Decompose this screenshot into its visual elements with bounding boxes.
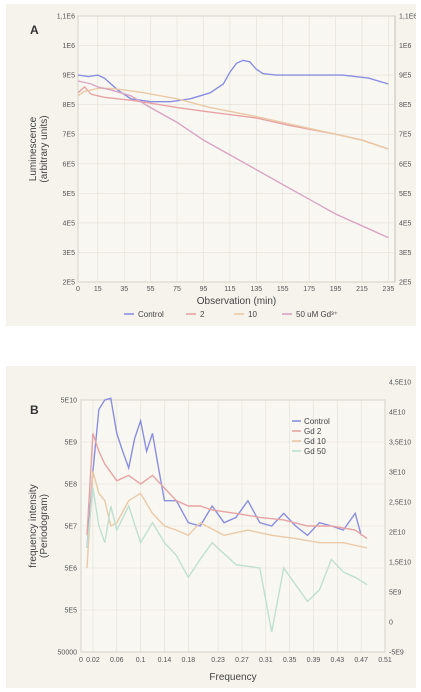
y-tick-label: 5E9 (65, 440, 78, 447)
y-right-tick-label: 1,5E10 (389, 560, 411, 567)
y-right-tick-label: 1,1E6 (399, 14, 416, 21)
y-axis-label: Luminescence (28, 116, 39, 181)
x-tick-label: 155 (277, 286, 289, 293)
x-tick-label: 0 (79, 657, 83, 664)
x-tick-label: 95 (200, 286, 208, 293)
y-right-tick-label: 4E10 (389, 410, 405, 417)
y-right-tick-label: 2E10 (389, 530, 405, 537)
x-tick-label: 0.23 (211, 657, 225, 664)
series-line (77, 59, 389, 103)
y-tick-label: 5E5 (65, 608, 78, 615)
x-tick-label: 115 (224, 286, 235, 293)
y-tick-label: 5E7 (65, 524, 78, 531)
y-tick-label: 3E5 (63, 250, 76, 257)
chart-panel-a: 0 15 35 55 75 95 115 135 155 175 195 215 235 2E5 3E5 4E… (6, 4, 416, 326)
y-tick-label: 5E10 (61, 398, 77, 405)
y-right-tick-label: 3E10 (389, 470, 405, 477)
x-tick-label: 75 (173, 286, 181, 293)
x-tick-label: 0.06 (110, 657, 124, 664)
x-axis-label: Observation (min) (197, 296, 276, 307)
legend-entry: 10 (248, 310, 257, 319)
y-tick-label: 50000 (58, 650, 78, 657)
legend-entry: Control (138, 310, 164, 319)
y-right-tick-label: 2,5E10 (389, 500, 411, 507)
series-line (77, 87, 389, 150)
x-tick-label: 0.27 (235, 657, 249, 664)
y-axis-label: (Periodogram) (39, 494, 50, 558)
legend-entry: Gd 10 (304, 437, 326, 446)
x-tick-label: 0.39 (307, 657, 321, 664)
x-tick-label: 0.1 (136, 657, 146, 664)
y-right-tick-label: 5E5 (399, 191, 412, 198)
chart-a-svg: 0 15 35 55 75 95 115 135 155 175 195 215 235 2E5 3E5 4E… (28, 14, 416, 320)
y-tick-label: 4E5 (63, 220, 76, 227)
y-tick-label: 7E5 (63, 132, 76, 139)
panel-label: B (30, 403, 39, 417)
panel-label: A (30, 23, 39, 37)
y-axis-label: (arbitrary units) (39, 115, 50, 182)
legend-entry: Gd 50 (304, 447, 326, 456)
y-right-tick-label: 2E5 (399, 280, 412, 287)
y-right-tick-label: 1E6 (399, 43, 412, 50)
chart-b-svg: 0 0.02 0.06 0.1 0.14 0.18 0.23 0.27 0.31 0.35 0.39… (28, 380, 411, 684)
y-tick-label: 5E6 (65, 566, 78, 573)
x-tick-label: 0.47 (354, 657, 368, 664)
series-line (77, 80, 389, 239)
x-tick-label: 0 (76, 286, 80, 293)
series-line (86, 433, 368, 540)
y-tick-label: 9E5 (63, 73, 76, 80)
series-line (86, 397, 362, 549)
y-tick-label: 1,1E6 (57, 14, 75, 21)
x-tick-label: 0.43 (331, 657, 345, 664)
y-right-tick-label: 3,5E10 (389, 440, 411, 447)
x-tick-label: 0.02 (86, 657, 100, 664)
x-tick-label: 0.14 (158, 657, 172, 664)
legend-entry: Gd 2 (304, 427, 322, 436)
y-axis-label: frequency intensity (28, 484, 39, 567)
legend-entry: Control (304, 417, 330, 426)
y-right-tick-label: 4,5E10 (389, 380, 411, 387)
x-tick-label: 35 (120, 286, 128, 293)
y-right-tick-label: 3E5 (399, 250, 412, 257)
series-line (86, 487, 368, 633)
x-tick-label: 215 (356, 286, 368, 293)
x-tick-label: 0.31 (259, 657, 273, 664)
x-tick-label: 135 (250, 286, 262, 293)
x-tick-label: 175 (303, 286, 315, 293)
y-tick-label: 5E8 (65, 482, 78, 489)
y-right-tick-label: 4E5 (399, 220, 412, 227)
x-tick-label: 15 (94, 286, 102, 293)
y-right-tick-label: 0 (389, 620, 393, 627)
legend-entry: 50 uM Gd³⁺ (296, 310, 338, 319)
x-tick-label: 235 (383, 286, 395, 293)
y-tick-label: 1E6 (63, 43, 76, 50)
x-tick-label: 0.51 (378, 657, 392, 664)
y-right-tick-label: 7E5 (399, 132, 412, 139)
y-tick-label: 2E5 (63, 280, 76, 287)
plot-area (77, 15, 396, 283)
x-tick-label: 195 (330, 286, 342, 293)
x-tick-label: 55 (147, 286, 155, 293)
chart-panel-b: 0 0.02 0.06 0.1 0.14 0.18 0.23 0.27 0.31 0.35 0.39… (6, 366, 416, 688)
y-tick-label: 8E5 (63, 102, 76, 109)
y-right-tick-label: -5E9 (389, 650, 404, 657)
series-line (86, 471, 368, 569)
y-right-tick-label: 5E9 (389, 590, 402, 597)
y-tick-label: 5E5 (63, 191, 76, 198)
y-right-tick-label: 6E5 (399, 161, 412, 168)
y-tick-label: 6E5 (63, 161, 76, 168)
y-right-tick-label: 8E5 (399, 102, 412, 109)
legend-entry: 2 (200, 310, 205, 319)
x-axis-label: Frequency (209, 672, 256, 683)
y-right-tick-label: 9E5 (399, 73, 412, 80)
x-tick-label: 0.35 (283, 657, 297, 664)
x-tick-label: 0.18 (181, 657, 195, 664)
